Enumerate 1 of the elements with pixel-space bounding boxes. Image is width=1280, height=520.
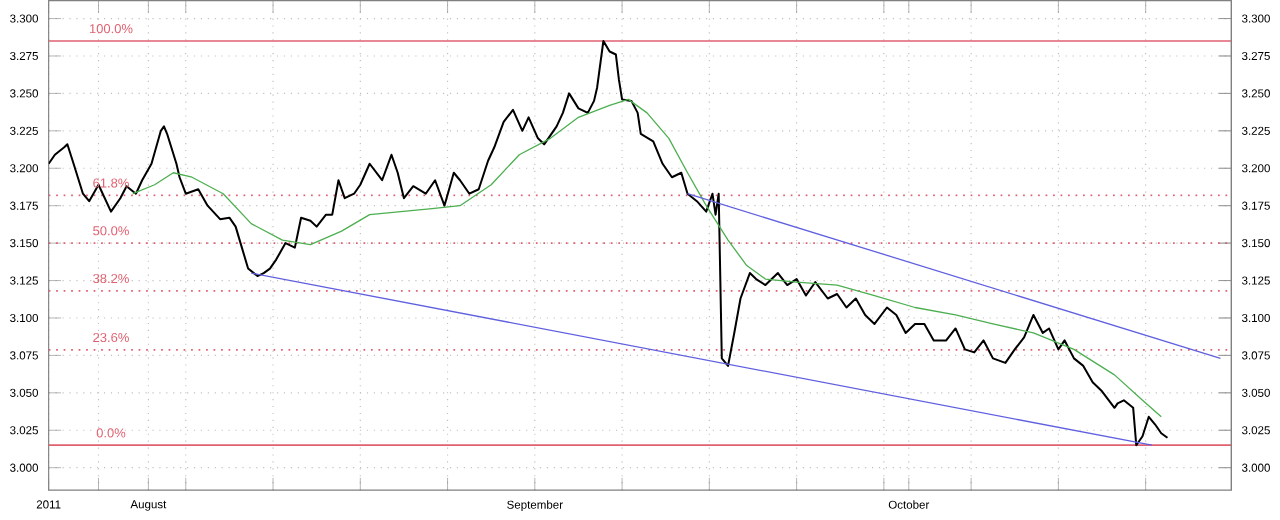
- line-series: [48, 39, 1169, 446]
